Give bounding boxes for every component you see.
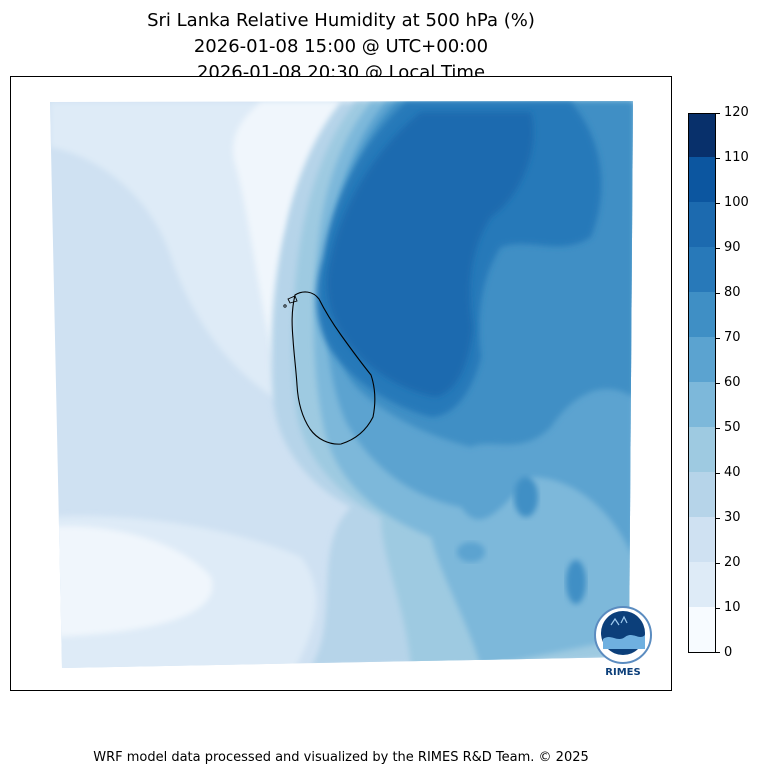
colorbar-segment <box>689 606 715 652</box>
jaffna-islands <box>287 295 298 304</box>
colorbar-segment <box>689 336 715 382</box>
humidity-field <box>50 101 633 668</box>
colorbar-tick-label: 50 <box>724 420 741 435</box>
colorbar-segment <box>689 291 715 337</box>
colorbar-tick <box>716 248 720 249</box>
rimes-logo: RIMES <box>594 606 652 678</box>
colorbar-tick-label: 10 <box>724 600 741 615</box>
colorbar-tick <box>716 563 720 564</box>
colorbar-tick <box>716 158 720 159</box>
sri-lanka-coastline <box>291 291 376 445</box>
colorbar-tick <box>716 608 720 609</box>
humidity-map: RIMES <box>50 101 652 678</box>
colorbar-segment <box>689 381 715 427</box>
colorbar-tick-label: 30 <box>724 510 741 525</box>
colorbar-tick-label: 120 <box>724 105 749 120</box>
title-line-1: Sri Lanka Relative Humidity at 500 hPa (… <box>147 10 535 31</box>
field-driest-south <box>50 526 213 637</box>
field-cell-south <box>457 542 485 562</box>
colorbar-tick <box>716 518 720 519</box>
colorbar-tick <box>716 383 720 384</box>
colorbar <box>688 113 716 653</box>
map-panel: RIMES <box>10 76 672 691</box>
colorbar-tick-label: 0 <box>724 645 733 660</box>
colorbar-segment <box>689 561 715 607</box>
islet <box>283 304 287 308</box>
colorbar-tick <box>716 113 720 114</box>
map-title: Sri Lanka Relative Humidity at 500 hPa (… <box>10 8 672 86</box>
colorbar-tick-label: 60 <box>724 375 741 390</box>
title-line-2: 2026-01-08 15:00 @ UTC+00:00 <box>193 36 489 57</box>
colorbar-segment <box>689 114 715 157</box>
colorbar-tick <box>716 428 720 429</box>
field-cell-east <box>514 477 538 517</box>
colorbar-tick-label: 110 <box>724 150 749 165</box>
colorbar-segment <box>689 426 715 472</box>
colorbar-tick <box>716 338 720 339</box>
field-cell-southeast <box>566 560 586 604</box>
colorbar-tick <box>716 293 720 294</box>
colorbar-tick-label: 90 <box>724 240 741 255</box>
colorbar-tick-label: 20 <box>724 555 741 570</box>
colorbar-tick-label: 100 <box>724 195 749 210</box>
colorbar-tick <box>716 203 720 204</box>
colorbar-tick <box>716 652 720 653</box>
field-dry-plume <box>233 102 385 491</box>
colorbar-segment <box>689 246 715 292</box>
colorbar-tick-label: 40 <box>724 465 741 480</box>
colorbar-segment <box>689 516 715 562</box>
rimes-logo-text: RIMES <box>605 667 640 678</box>
colorbar-tick <box>716 473 720 474</box>
footer-credit: WRF model data processed and visualized … <box>93 750 589 765</box>
colorbar-tick-label: 70 <box>724 330 741 345</box>
colorbar-segment <box>689 156 715 202</box>
colorbar-segment <box>689 201 715 247</box>
colorbar-segment <box>689 471 715 517</box>
colorbar-tick-label: 80 <box>724 285 741 300</box>
field-core-90 <box>327 112 534 397</box>
